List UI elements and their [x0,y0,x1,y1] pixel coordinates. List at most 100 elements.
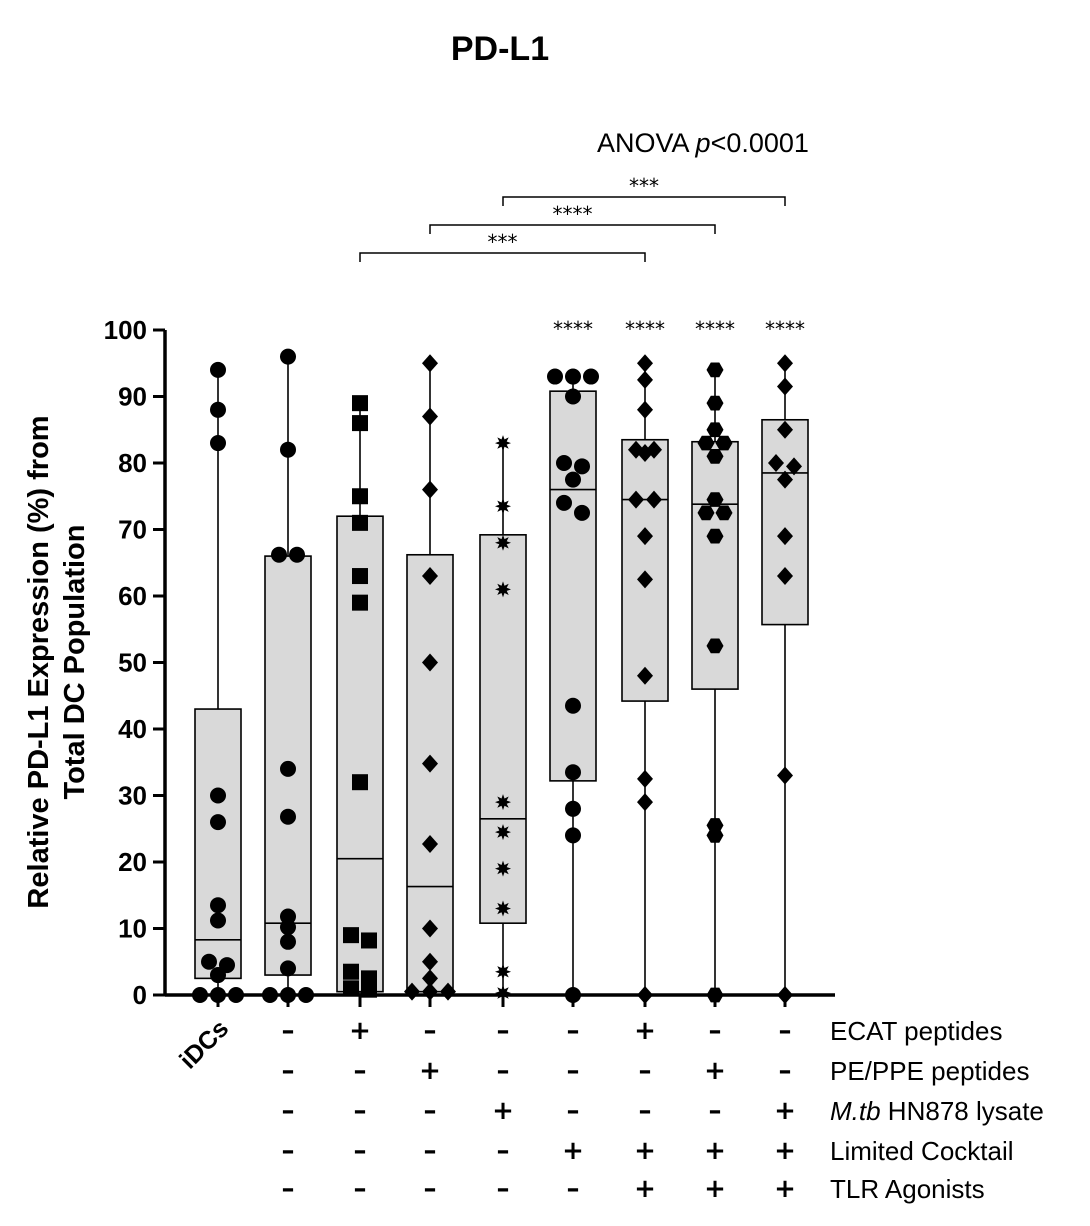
anova-rest: <0.0001 [711,128,809,158]
data-point [210,787,226,804]
data-point [583,368,599,385]
condition-symbol: – [639,1096,652,1126]
box-group [194,369,242,995]
comparison-bracket: *** [359,230,646,262]
data-point [228,987,244,1003]
condition-symbol: + [634,1136,656,1166]
data-point [422,982,438,1001]
condition-symbol: – [424,1174,437,1204]
data-point [565,800,581,817]
condition-symbol: + [492,1096,514,1126]
data-point [495,900,511,917]
data-point [637,570,653,589]
data-point [706,422,724,438]
data-point [637,986,653,1004]
data-point [637,666,653,685]
data-point [343,927,359,944]
data-point [565,368,581,385]
bracket-label: *** [629,174,659,198]
data-point [697,505,715,521]
condition-label-rest: HN878 lysate [881,1096,1044,1126]
condition-table: iDCs – + – – – + – – – – + – – – + – – – – + – – – + – – – – + + + + – – – –… [174,1014,1044,1204]
anova-annotation: ANOVA p<0.0001 [597,128,809,158]
y-tick-label: 100 [104,315,147,345]
condition-row-label: TLR Agonists [830,1174,985,1204]
condition-symbol: – [424,1136,437,1166]
data-point [280,441,296,458]
box-group [479,442,527,995]
data-point [777,420,793,439]
data-point [361,970,377,987]
condition-symbol: + [634,1174,656,1204]
data-point [352,395,368,412]
condition-symbol: – [282,1136,295,1166]
condition-symbol: – [354,1056,367,1086]
data-point [565,827,581,844]
data-point [422,952,438,971]
condition-symbol: – [567,1016,580,1046]
data-point [352,514,368,531]
data-point [422,354,438,373]
data-point [280,808,296,825]
data-point [637,527,653,546]
data-point [352,415,368,432]
y-tick-label: 80 [118,448,147,478]
y-tick-label: 30 [118,781,147,811]
data-point [495,860,511,877]
condition-symbol: – [709,1096,722,1126]
y-tick-label: 60 [118,581,147,611]
bracket-line [359,252,646,262]
condition-symbol: + [774,1174,796,1204]
y-tick-label: 70 [118,515,147,545]
comparison-bracket: *** [502,174,786,206]
y-axis-label-line1: Relative PD-L1 Expression (%) from [23,415,55,908]
anova-prefix: ANOVA [597,128,696,158]
condition-symbol: + [704,1136,726,1166]
data-point [192,987,208,1003]
data-point [777,354,793,373]
condition-symbol: – [567,1056,580,1086]
data-point [422,919,438,938]
data-point [404,982,420,1001]
y-axis-label: Relative PD-L1 Expression (%) from Total… [23,415,91,908]
data-point [565,697,581,714]
data-point [715,505,733,521]
data-point [706,362,724,378]
data-point [565,764,581,781]
data-point [280,348,296,365]
data-point [628,490,644,509]
data-point [697,435,715,451]
group-significance: **** [553,317,593,341]
data-point [210,897,226,914]
data-point [298,987,314,1003]
data-point [422,480,438,499]
data-point [777,527,793,546]
data-point [210,435,226,452]
data-point [422,653,438,672]
condition-symbol: + [634,1016,656,1046]
anova-p: p [695,128,711,158]
data-point [210,361,226,378]
data-point [565,471,581,488]
condition-symbol: – [354,1136,367,1166]
data-point [637,400,653,419]
condition-symbol: – [282,1016,295,1046]
data-point [786,457,802,476]
data-point [706,449,724,464]
data-point [646,490,662,509]
data-point [637,769,653,788]
data-point [646,440,662,459]
data-point [637,354,653,373]
data-point [706,528,724,544]
data-point [343,963,359,980]
comparison-bracket: **** [429,202,716,234]
data-point [706,987,724,1003]
data-point [495,824,511,841]
data-point [495,498,511,515]
box-group [549,375,597,995]
data-point [495,581,511,598]
data-point [715,435,733,451]
data-point [637,370,653,389]
data-point [706,638,724,654]
